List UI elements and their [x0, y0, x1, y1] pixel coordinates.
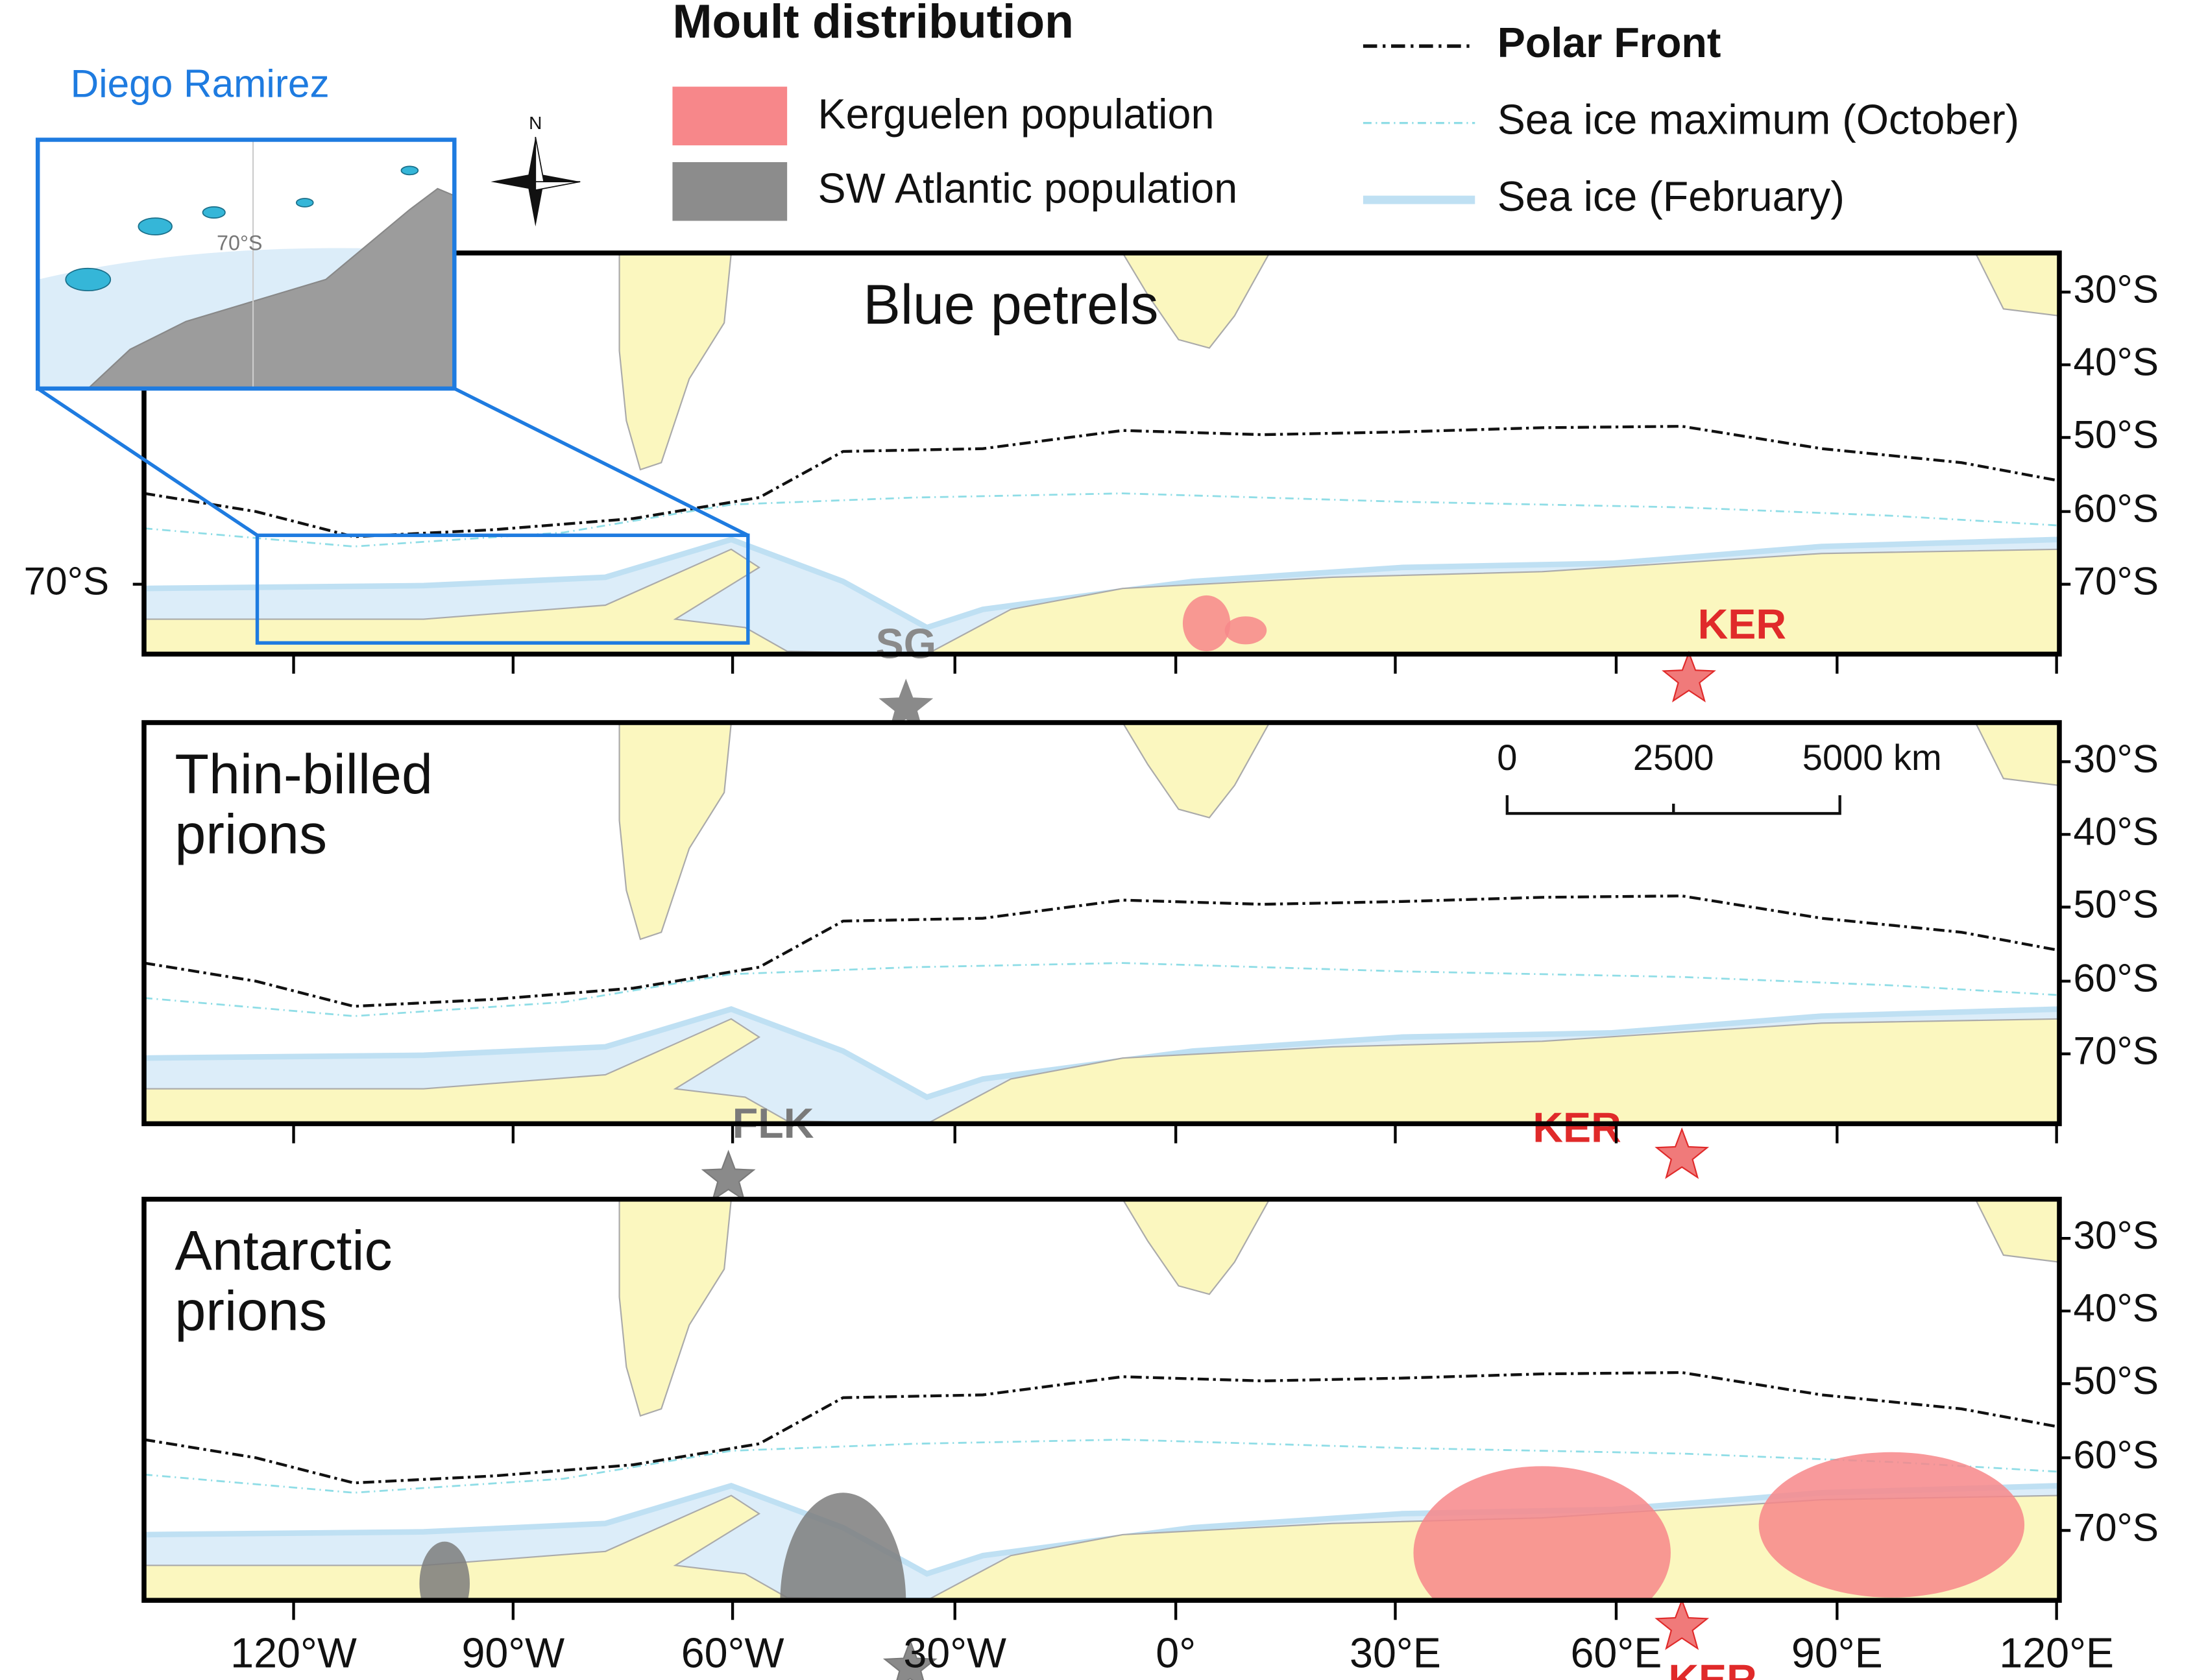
x-tick-label: 90°E: [1791, 1629, 1883, 1676]
x-tick-label: 0°: [1156, 1629, 1196, 1676]
panel-title: Blue petrels: [863, 274, 1158, 336]
sw-atlantic-moult-area: [780, 1493, 906, 1601]
inset-frame: [35, 138, 457, 391]
legend-swatch: [672, 162, 788, 221]
y-tick-label: 70°S: [2074, 559, 2159, 603]
x-tick-label: 60°E: [1570, 1629, 1662, 1676]
colony-star: [1655, 1127, 1710, 1179]
kerguelen-moult-area: [1455, 1651, 1475, 1670]
land: [618, 1199, 2059, 1417]
legend-label: Sea ice (February): [1498, 173, 1845, 220]
y-tick-label: 30°S: [2074, 1213, 2159, 1257]
inset-title: Diego Ramirez: [71, 62, 330, 106]
legend-label: Polar Front: [1498, 19, 1721, 66]
colony-star: [1655, 1598, 1710, 1650]
kerguelen-moult-area: [1758, 1452, 2025, 1598]
y-tick-label: 30°S: [2074, 267, 2159, 311]
sw-atlantic-moult-area: [419, 1541, 470, 1601]
x-tick-label: 30°W: [903, 1629, 1006, 1676]
inset-tracks: [295, 198, 314, 208]
map-body: [143, 1199, 2059, 1676]
kerguelen-moult-area: [1413, 1466, 1671, 1601]
inset-tracks: [138, 217, 173, 235]
y-tick-label: 50°S: [2074, 412, 2159, 456]
kerguelen-moult-area: [1512, 1659, 1529, 1676]
y-tick-label: 70°S: [2074, 1029, 2159, 1073]
y-tick-label: 40°S: [2074, 339, 2159, 383]
panel-frame: [141, 1196, 2062, 1603]
x-tick-label: 120°E: [1999, 1629, 2114, 1676]
x-tick-label: 90°W: [461, 1629, 564, 1676]
map-body: [143, 253, 2059, 654]
land: [618, 253, 2059, 471]
legend-label: Kerguelen population: [818, 90, 1215, 138]
y-tick-label: 70°S: [2074, 1505, 2159, 1549]
map-body: [143, 723, 2059, 1145]
scale-label: 5000 km: [1802, 737, 1942, 778]
inset-extent: [255, 533, 750, 645]
panel-title: Thin-billed: [175, 743, 433, 806]
legend-label: Sea ice maximum (October): [1498, 96, 2019, 143]
inset-tracks: [202, 206, 226, 219]
legend-label: SW Atlantic population: [818, 164, 1238, 211]
scale-bar: [1505, 795, 1841, 815]
kerguelen-moult-area: [1224, 616, 1267, 645]
sea-ice-oct: [143, 492, 2059, 547]
legend-title: Moult distribution: [672, 0, 1073, 48]
panel-title: prions: [175, 804, 327, 866]
compass-label: N: [529, 113, 542, 133]
y-tick-label: 60°S: [2074, 486, 2159, 531]
colony-label: SG: [876, 620, 936, 667]
polar-front: [143, 1371, 2059, 1485]
y-tick-label: 70°S: [24, 559, 109, 603]
sea-ice-oct: [143, 962, 2059, 1017]
y-tick-label: 50°S: [2074, 882, 2159, 926]
colony-star: [879, 678, 934, 730]
y-tick-label: 60°S: [2074, 1432, 2159, 1476]
scale-label: 2500: [1633, 737, 1714, 778]
x-tick-label: 60°W: [681, 1629, 784, 1676]
inset-connector: [454, 387, 749, 537]
polar-front: [143, 894, 2059, 1008]
panel-frame: [141, 720, 2062, 1127]
kerguelen-moult-area: [1154, 1128, 1170, 1145]
legend-swatch: [672, 86, 788, 146]
panel-frame: [141, 250, 2062, 657]
y-tick-label: 40°S: [2074, 809, 2159, 853]
colony-label: KER: [1698, 601, 1786, 648]
colony-label: KER: [1533, 1103, 1621, 1151]
inset-connector: [36, 387, 258, 537]
map-panel: SGKERAntarcticprions30°S40°S50°S60°S70°S…: [141, 1196, 2159, 1680]
compass: N: [491, 113, 581, 227]
inset: 70°S Diego Ramirez: [35, 62, 749, 537]
y-tick-label: 50°S: [2074, 1358, 2159, 1402]
colony-star: [701, 1149, 756, 1202]
colony-label: KER: [1668, 1655, 1756, 1680]
inset-latitude-label: 70°S: [217, 232, 262, 255]
kerguelen-moult-area: [1182, 595, 1231, 652]
inset-tracks: [400, 165, 419, 176]
y-tick-label: 40°S: [2074, 1286, 2159, 1330]
sea-ice-oct: [143, 1438, 2059, 1494]
map-panel: FLK KERThin-billedprions30°S40°S50°S60°S7…: [141, 720, 2159, 1202]
y-tick-label: 30°S: [2074, 736, 2159, 780]
land: [618, 723, 2059, 941]
panel-title: prions: [175, 1280, 327, 1342]
x-tick-label: 120°W: [230, 1629, 357, 1676]
colony-star: [1662, 651, 1716, 702]
colony-star: [882, 1638, 938, 1680]
x-tick-label: 30°E: [1350, 1629, 1441, 1676]
inset-tracks: [65, 267, 112, 292]
polar-front: [143, 425, 2059, 538]
scale-label: 0: [1497, 737, 1517, 778]
panel-title: Antarctic: [175, 1220, 392, 1282]
y-tick-label: 60°S: [2074, 956, 2159, 1000]
